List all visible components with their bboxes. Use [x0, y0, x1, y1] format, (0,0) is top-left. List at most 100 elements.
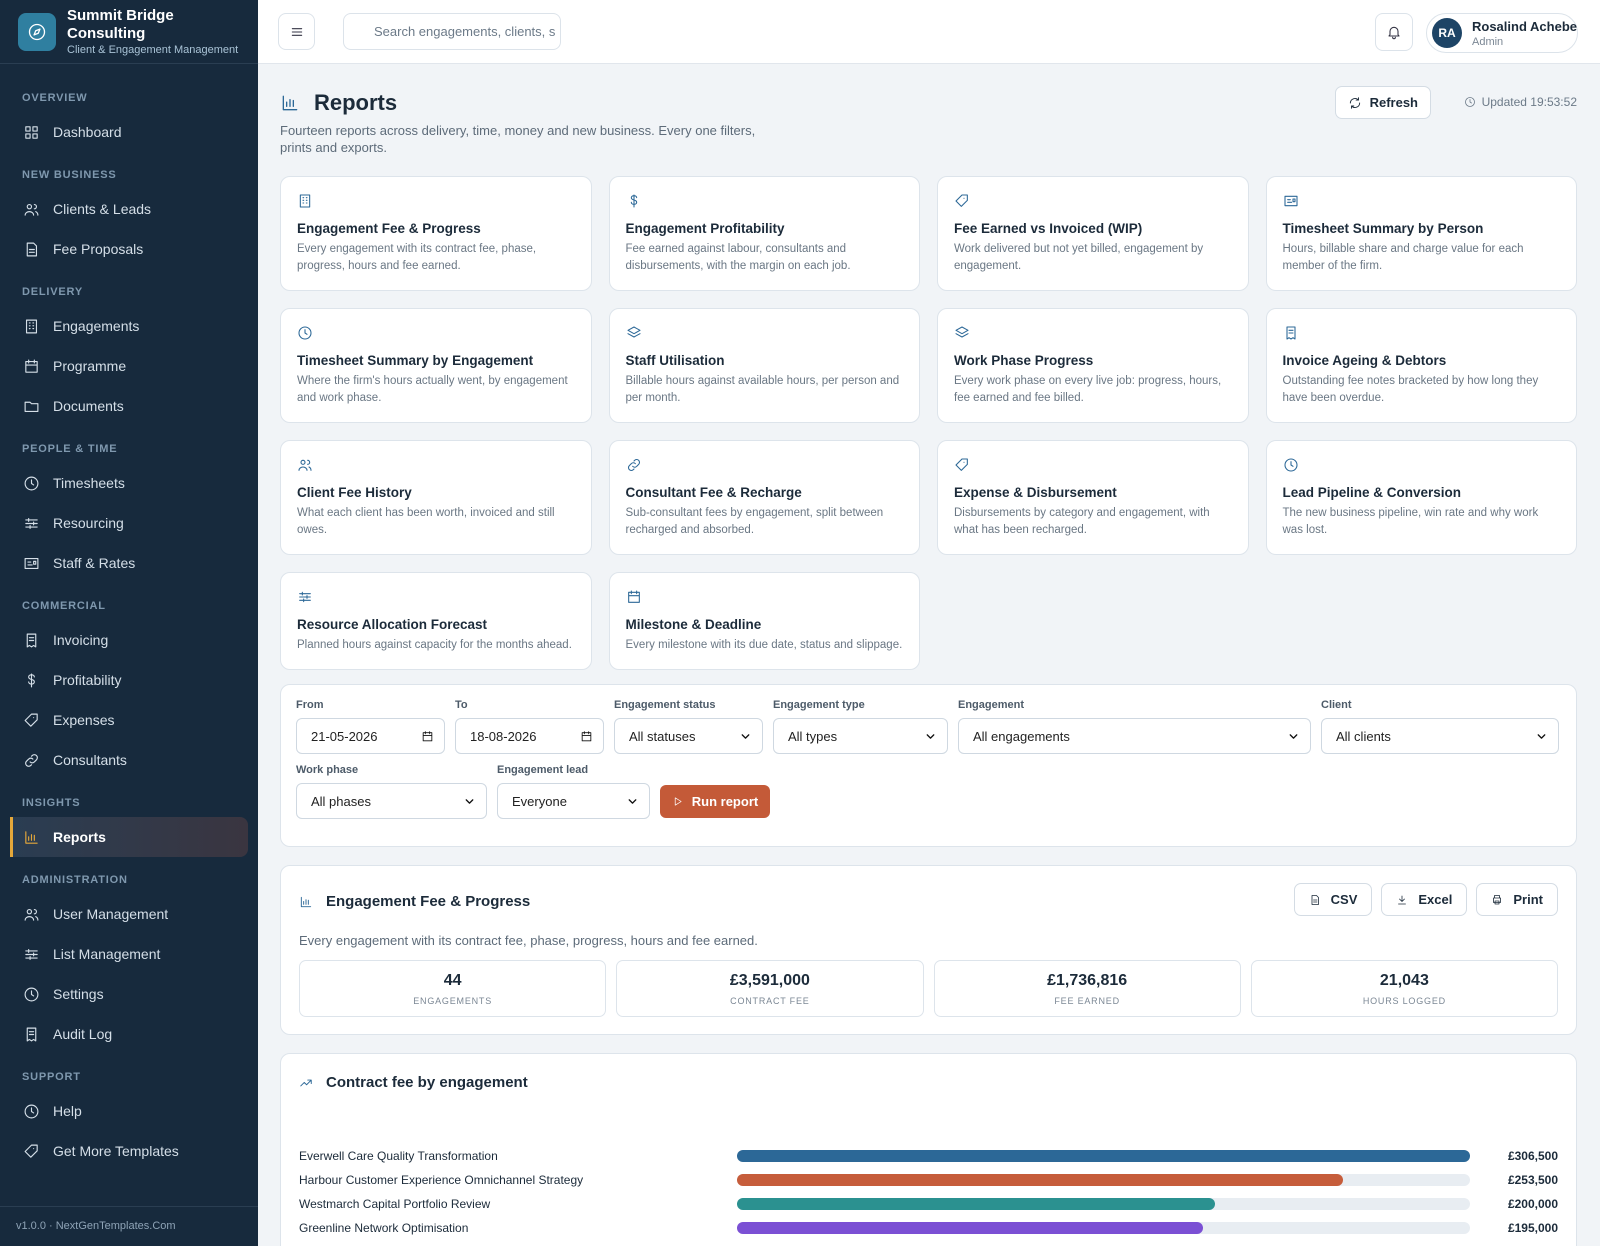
nav-item[interactable]: Documents: [0, 386, 248, 426]
search-box[interactable]: Search engagements, clients, s: [343, 13, 561, 50]
nav-item[interactable]: Profitability: [0, 660, 248, 700]
export-label: Excel: [1418, 892, 1453, 907]
report-card[interactable]: Client Fee History What each client has b…: [280, 440, 592, 555]
report-card[interactable]: Staff Utilisation Billable hours against …: [608, 308, 920, 423]
chevron-icon: [741, 733, 750, 739]
nav-item[interactable]: Engagements: [0, 306, 248, 346]
stat-label: FEE EARNED: [1054, 996, 1120, 1006]
bar-row: Everwell Care Quality Transformation £306…: [299, 1146, 1558, 1166]
report-card[interactable]: Work Phase Progress Every work phase on e…: [937, 308, 1249, 423]
nav-icon: [24, 557, 39, 569]
bar-track: [737, 1174, 1470, 1186]
date-input[interactable]: 18-08-2026: [455, 718, 604, 754]
export-label: CSV: [1330, 892, 1358, 907]
report-cards: Engagement Fee & Progress Every engagemen…: [280, 176, 1577, 670]
card-title: Expense & Disbursement: [954, 485, 1117, 500]
export-button[interactable]: CSV: [1293, 883, 1373, 916]
card-icon: [1283, 195, 1298, 207]
notifications-button[interactable]: [1375, 13, 1413, 51]
stat-value: 21,043: [1379, 972, 1429, 989]
nav-item[interactable]: User Management: [0, 894, 248, 934]
report-title: Engagement Fee & Progress: [299, 893, 530, 910]
filter-label: Engagement status: [614, 699, 716, 711]
nav-item[interactable]: Timesheets: [0, 463, 248, 503]
nav-label: Engagements: [53, 318, 140, 334]
nav-label: User Management: [53, 906, 169, 922]
nav-item[interactable]: Get More Templates: [0, 1131, 248, 1171]
nav-item[interactable]: Settings: [0, 974, 248, 1014]
refresh-button[interactable]: Refresh: [1334, 86, 1431, 119]
nav-item[interactable]: Fee Proposals: [0, 229, 248, 269]
report-card[interactable]: Resource Allocation Forecast Planned hour…: [280, 572, 592, 670]
nav-icon: [26, 633, 37, 647]
report-card[interactable]: Milestone & Deadline Every milestone with…: [608, 572, 920, 670]
report-card[interactable]: Consultant Fee & Recharge Sub-consultant …: [608, 440, 920, 555]
report-card[interactable]: Timesheet Summary by Engagement Where the…: [280, 308, 592, 423]
select-input[interactable]: All clients: [1321, 718, 1559, 754]
nav-label: Settings: [53, 986, 104, 1002]
select-input[interactable]: All types: [773, 718, 948, 754]
nav-label: Invoicing: [53, 632, 109, 648]
updated-text: Updated 19:53:52: [1481, 95, 1577, 109]
stat-card: 21,043 HOURS LOGGED: [1250, 960, 1558, 1017]
card-icon: [627, 590, 640, 603]
nav-item[interactable]: Resourcing: [0, 503, 248, 543]
nav-icon: [25, 948, 38, 960]
field-value: All phases: [311, 793, 371, 809]
stat-value: £3,591,000: [729, 972, 810, 989]
nav-item[interactable]: List Management: [0, 934, 248, 974]
report-card[interactable]: Timesheet Summary by Person Hours, billab…: [1265, 176, 1577, 291]
card-description: Every work phase on every live job: prog…: [954, 375, 1222, 404]
date-input[interactable]: 21-05-2026: [296, 718, 445, 754]
menu-button[interactable]: [278, 13, 315, 50]
report-card[interactable]: Lead Pipeline & Conversion The new busine…: [1265, 440, 1577, 555]
sidebar: Summit Bridge Consulting Client & Engage…: [0, 0, 258, 1246]
nav-item[interactable]: Invoicing: [0, 620, 248, 660]
field-value: All statuses: [629, 728, 696, 744]
brand-text: Summit Bridge Consulting Client & Engage…: [67, 7, 238, 56]
brand-name: Summit Bridge Consulting: [67, 7, 174, 42]
select-input[interactable]: All phases: [296, 783, 487, 819]
nav-item[interactable]: Programme: [0, 346, 248, 386]
nav-label: Help: [53, 1103, 82, 1119]
nav-label: Programme: [53, 358, 127, 374]
chart-title-text: Contract fee by engagement: [326, 1074, 528, 1091]
select-input[interactable]: All statuses: [614, 718, 763, 754]
run-report-button[interactable]: Run report: [660, 785, 770, 818]
user-menu[interactable]: RA Rosalind Achebe Admin: [1426, 13, 1578, 53]
nav-icon: [24, 713, 38, 727]
nav-item[interactable]: Staff & Rates: [0, 543, 248, 583]
export-button[interactable]: Excel: [1381, 883, 1468, 916]
play-icon: [674, 797, 682, 806]
select-input[interactable]: Everyone: [497, 783, 650, 819]
page-title-text: Reports: [314, 90, 398, 115]
report-card[interactable]: Fee Earned vs Invoiced (WIP) Work deliver…: [937, 176, 1249, 291]
card-title: Consultant Fee & Recharge: [625, 485, 802, 500]
report-card[interactable]: Expense & Disbursement Disbursements by c…: [937, 440, 1249, 555]
stat-card: 44 ENGAGEMENTS: [299, 960, 607, 1017]
bar-track: [737, 1222, 1470, 1234]
nav-label: List Management: [53, 946, 161, 962]
report-card[interactable]: Engagement Profitability Fee earned again…: [608, 176, 920, 291]
export-button[interactable]: Print: [1476, 883, 1558, 916]
report-card[interactable]: Engagement Fee & Progress Every engagemen…: [280, 176, 592, 291]
nav-item[interactable]: Clients & Leads: [0, 189, 248, 229]
stat-label: HOURS LOGGED: [1362, 996, 1446, 1006]
nav-item[interactable]: Dashboard: [0, 112, 248, 152]
nav-icon: [25, 753, 38, 767]
user-name: Rosalind Achebe: [1472, 18, 1577, 34]
report-card[interactable]: Invoice Ageing & Debtors Outstanding fee …: [1265, 308, 1577, 423]
nav-item[interactable]: Reports: [10, 817, 248, 857]
bar-row: Harbour Customer Experience Omnichannel …: [299, 1170, 1558, 1190]
filter-row: From 21-05-2026 To 18-08-2026 Engagement sta…: [296, 699, 1561, 754]
field-value: 18-08-2026: [470, 728, 537, 744]
nav-item[interactable]: Consultants: [0, 740, 248, 780]
nav-icon: [25, 359, 38, 373]
nav-icon: [25, 830, 38, 844]
nav-item[interactable]: Audit Log: [0, 1014, 248, 1054]
select-input[interactable]: All engagements: [958, 718, 1311, 754]
filter-panel: From 21-05-2026 To 18-08-2026 Engagement sta…: [280, 684, 1577, 847]
nav-item[interactable]: Help: [0, 1091, 248, 1131]
value-label: £306,500: [1507, 1149, 1558, 1163]
nav-item[interactable]: Expenses: [0, 700, 248, 740]
